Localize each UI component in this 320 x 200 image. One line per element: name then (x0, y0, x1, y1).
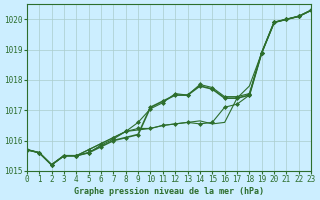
X-axis label: Graphe pression niveau de la mer (hPa): Graphe pression niveau de la mer (hPa) (74, 187, 264, 196)
